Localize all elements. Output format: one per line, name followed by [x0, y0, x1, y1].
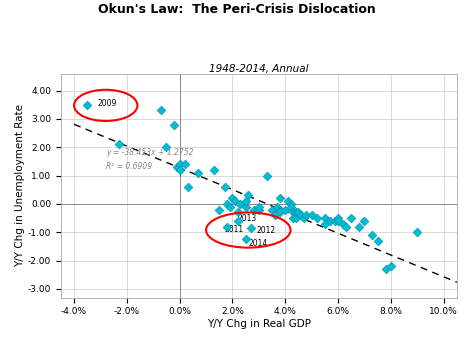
Point [334, 218, 342, 224]
Point [287, 204, 294, 209]
Point [276, 207, 284, 212]
Text: 2009: 2009 [98, 99, 117, 108]
Point [242, 198, 249, 204]
Point [83, 102, 91, 108]
Text: 2011: 2011 [225, 225, 244, 234]
Point [292, 210, 300, 215]
Point [292, 215, 300, 221]
Point [255, 204, 263, 209]
Point [321, 221, 328, 227]
Title: 1948-2014, Annual: 1948-2014, Annual [209, 64, 309, 74]
Point [387, 264, 395, 269]
Point [284, 198, 292, 204]
Point [234, 210, 242, 215]
Point [356, 224, 363, 229]
Point [263, 173, 271, 179]
Point [228, 196, 236, 201]
Point [231, 198, 239, 204]
X-axis label: Y/Y Chg in Real GDP: Y/Y Chg in Real GDP [207, 319, 311, 329]
Point [223, 224, 231, 229]
Point [242, 204, 249, 209]
Text: 2014: 2014 [248, 239, 267, 248]
Point [308, 213, 316, 218]
Point [210, 167, 218, 173]
Point [361, 218, 368, 224]
Point [245, 193, 252, 198]
Point [223, 201, 231, 207]
Y-axis label: Y/Y Chg in Unemployment Rate: Y/Y Chg in Unemployment Rate [15, 104, 25, 267]
Point [173, 164, 181, 170]
Point [334, 215, 342, 221]
Point [255, 207, 263, 212]
Point [221, 184, 228, 190]
Point [181, 162, 189, 167]
Point [342, 224, 350, 229]
Point [234, 218, 242, 224]
Point [282, 207, 289, 212]
Point [247, 225, 255, 231]
Point [297, 213, 305, 218]
Point [369, 233, 376, 238]
Point [300, 215, 308, 221]
Point [327, 218, 334, 224]
Point [374, 238, 382, 244]
Point [271, 213, 279, 218]
Point [157, 108, 165, 113]
Point [413, 229, 421, 235]
Point [276, 196, 284, 201]
Point [268, 207, 276, 212]
Point [332, 218, 339, 224]
Point [242, 237, 249, 242]
Text: 2013: 2013 [238, 214, 257, 223]
Point [295, 210, 302, 215]
Point [273, 204, 281, 209]
Point [347, 215, 355, 221]
Point [176, 167, 183, 173]
Point [171, 122, 178, 127]
Point [194, 170, 202, 175]
Point [302, 213, 310, 218]
Point [382, 266, 389, 272]
Point [276, 210, 284, 215]
Point [287, 201, 294, 207]
Point [250, 207, 257, 212]
Point [339, 221, 347, 227]
Point [290, 210, 297, 215]
Point [226, 204, 234, 209]
Text: Okun's Law:  The Peri-Crisis Dislocation: Okun's Law: The Peri-Crisis Dislocation [98, 3, 376, 17]
Point [176, 162, 183, 167]
Point [313, 215, 321, 221]
Text: 2012: 2012 [256, 226, 275, 235]
Point [290, 215, 297, 221]
Point [115, 142, 123, 147]
Point [216, 207, 223, 212]
Text: y = -38.453x + 1.2752: y = -38.453x + 1.2752 [106, 148, 193, 157]
Point [237, 201, 244, 207]
Point [321, 215, 328, 221]
Point [184, 184, 191, 190]
Text: R² = 0.6909: R² = 0.6909 [106, 162, 152, 171]
Point [163, 144, 170, 150]
